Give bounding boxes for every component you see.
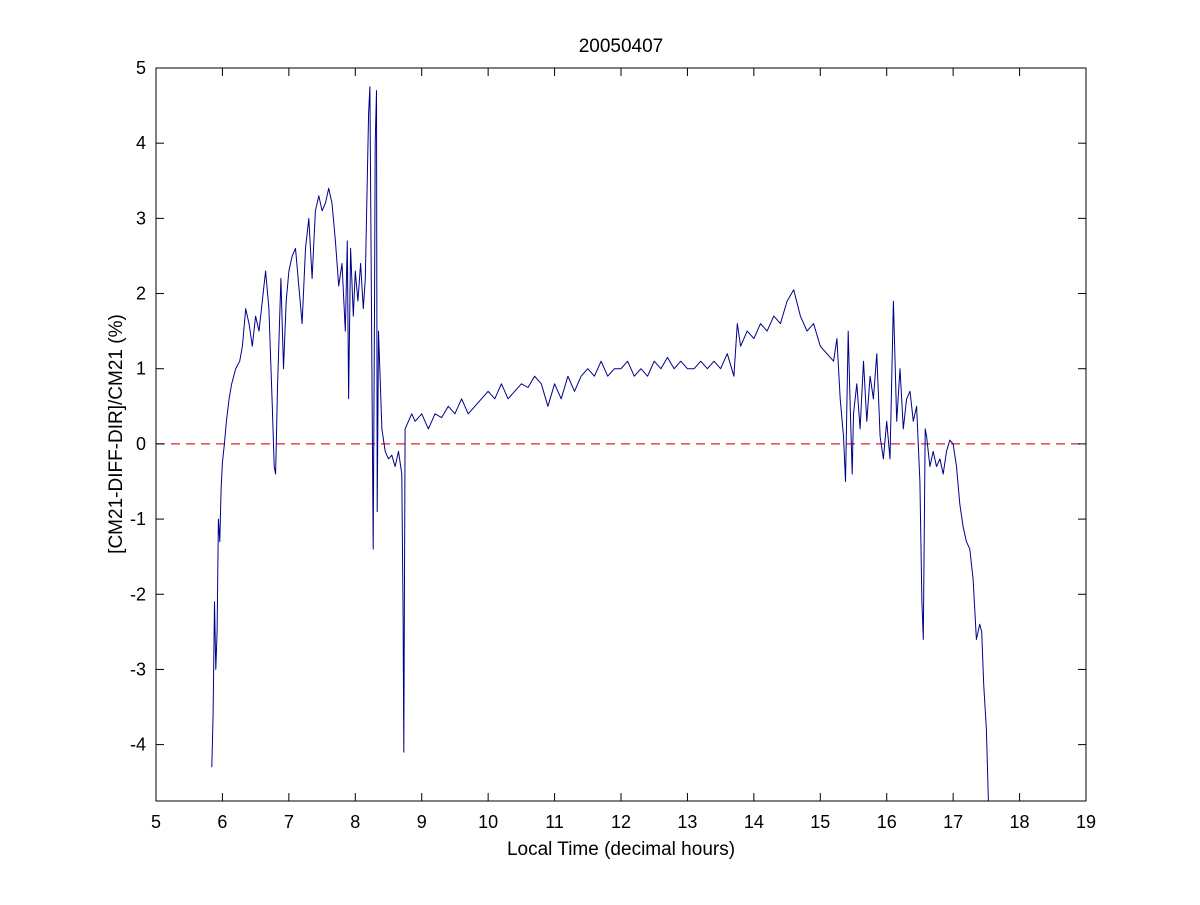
x-tick-label: 13 (677, 812, 697, 832)
x-tick-label: 12 (611, 812, 631, 832)
x-tick-label: 8 (350, 812, 360, 832)
x-axis-title: Local Time (decimal hours) (507, 839, 735, 860)
series-line-0 (211, 86, 989, 802)
x-tick-label: 7 (284, 812, 294, 832)
y-tick-label: 5 (136, 58, 146, 78)
chart-title: 20050407 (579, 36, 664, 57)
x-tick-label: 11 (545, 812, 564, 832)
x-tick-label: 18 (1010, 812, 1030, 832)
y-tick-label: 1 (136, 359, 146, 379)
y-tick-label: 2 (136, 284, 146, 304)
x-tick-label: 15 (810, 812, 830, 832)
x-tick-label: 19 (1076, 812, 1096, 832)
x-tick-label: 16 (877, 812, 897, 832)
y-tick-label: -2 (130, 584, 146, 604)
y-tick-label: 0 (136, 434, 146, 454)
x-tick-label: 9 (417, 812, 427, 832)
y-tick-label: 4 (136, 133, 146, 153)
x-tick-label: 5 (151, 812, 161, 832)
x-tick-label: 6 (217, 812, 227, 832)
x-tick-label: 14 (744, 812, 764, 832)
y-tick-label: 3 (136, 208, 146, 228)
y-tick-label: -4 (130, 735, 146, 755)
y-axis-title: [CM21-DIFF-DIR]/CM21 (%) (106, 314, 127, 554)
y-tick-label: -3 (130, 659, 146, 679)
plot-area (156, 68, 1086, 801)
y-tick-label: -1 (130, 509, 146, 529)
x-tick-label: 17 (943, 812, 963, 832)
x-tick-label: 10 (478, 812, 498, 832)
